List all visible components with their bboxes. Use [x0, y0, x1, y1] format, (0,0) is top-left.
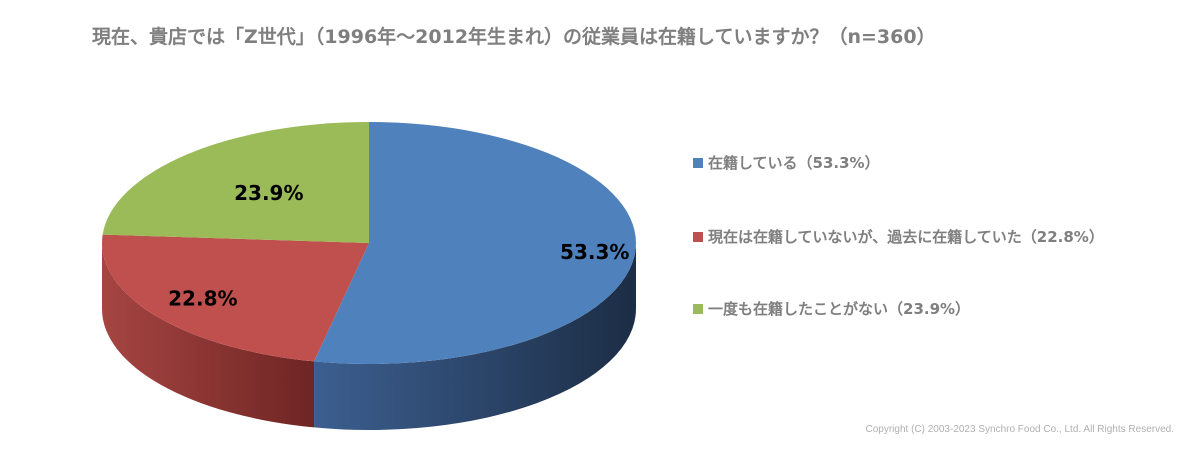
- pie-chart: 53.3% 22.8% 23.9%: [101, 122, 636, 431]
- legend-label: 在籍している（53.3%）: [708, 154, 880, 172]
- legend-item-previously: 現在は在籍していないが、過去に在籍していた（22.8%）: [693, 226, 1104, 247]
- data-label: 22.8%: [168, 286, 237, 310]
- legend-item-enrolled: 在籍している（53.3%）: [693, 152, 880, 173]
- legend-label: 現在は在籍していないが、過去に在籍していた（22.8%）: [708, 228, 1104, 246]
- pie-slice-never: [102, 122, 369, 243]
- data-label: 53.3%: [560, 240, 629, 264]
- pie-slice-enrolled: [314, 122, 636, 365]
- legend: 在籍している（53.3%） 現在は在籍していないが、過去に在籍していた（22.8…: [693, 0, 1193, 449]
- pie-slice-previously: [102, 234, 369, 362]
- legend-label: 一度も在籍したことがない（23.9%）: [708, 300, 971, 318]
- pie-slice-previously-side: [101, 243, 315, 428]
- legend-swatch: [693, 303, 703, 314]
- chart-title: 現在、貴店では「Z世代」（1996年～2012年生まれ）の従業員は在籍しています…: [92, 26, 936, 48]
- pie-slice-enrolled-side: [314, 243, 636, 431]
- legend-swatch: [693, 157, 703, 168]
- legend-swatch: [693, 231, 703, 242]
- data-label: 23.9%: [234, 181, 303, 205]
- legend-item-never: 一度も在籍したことがない（23.9%）: [693, 298, 970, 319]
- copyright: Copyright (C) 2003-2023 Synchro Food Co.…: [865, 424, 1175, 435]
